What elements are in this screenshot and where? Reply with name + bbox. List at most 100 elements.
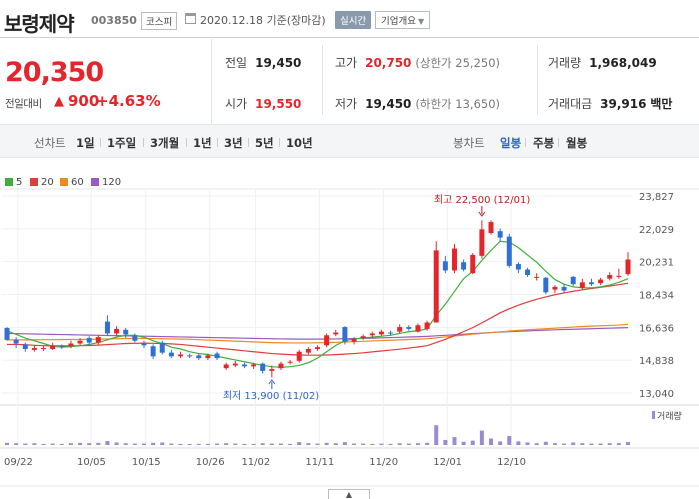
volume-bar [352,443,357,445]
stock-code: 003850 [91,14,137,27]
y-tick-label: 20,231 [639,258,674,269]
min-arrow-icon [268,379,276,385]
period-1y[interactable]: 1년 [193,136,212,150]
volume-bar [626,442,630,445]
period-3m[interactable]: 3개월 [150,136,180,150]
volume-bar [23,443,28,445]
candle-monthly[interactable]: 월봉 [566,136,588,150]
period-1d[interactable]: 1일 [76,136,95,150]
line-chart-label[interactable]: 선차트 [34,136,66,150]
candle-body [625,259,631,275]
candle-body [342,327,348,342]
stat-low: 저가 19,450 (하한가 13,650) [335,95,500,112]
volume-bar [269,443,274,445]
candle-body [77,340,83,344]
company-overview-button[interactable]: 기업개요 ▼ [375,11,431,29]
candle-body [333,332,339,335]
stat-value: 20,750 [365,56,412,70]
candle-body [296,351,302,361]
candle-weekly[interactable]: 주봉 [533,136,555,150]
prev-compare-label: 전일대비 [5,98,42,110]
volume-bar [525,442,530,445]
volume-bar [315,443,320,445]
volume-bar [123,443,128,445]
candle-body [470,254,476,274]
legend-swatch [30,178,38,186]
volume-bar [498,441,503,445]
period-3y[interactable]: 3년 [224,136,243,150]
volume-bar [87,443,92,445]
volume-bar [461,441,466,445]
volume-bar [78,442,83,445]
candle-body [588,282,594,285]
volume-bar [187,443,192,445]
candle-body [424,322,430,329]
volume-bar [516,441,521,445]
up-arrow-icon: ▲ [54,94,64,109]
stat-open: 시가 19,550 [225,95,301,112]
period-toolbar: 선차트 1일 1주일 3개월 1년 3년 5년 10년 봉차트 일봉 주봉 월봉 [0,124,699,158]
candle-body [433,250,439,323]
max-price-label: 최고 22,500 (12/01) [434,194,530,206]
period-10y[interactable]: 10년 [286,136,313,150]
candle-body [241,364,247,367]
candle-body [525,269,531,276]
stat-label: 시가 [225,97,248,111]
divider [558,138,559,147]
legend-label: 5 [16,177,23,188]
legend-ma60: 60 [60,177,84,188]
max-arrow-icon [478,211,486,217]
stat-volume: 거래량 1,968,049 [548,54,657,71]
candle-body [123,329,129,335]
volume-bar [260,443,265,445]
stat-value: 39,916 [600,97,647,111]
volume-bar [278,443,283,445]
volume-bar [333,443,338,445]
candle-body [479,229,485,256]
candle-body [187,355,193,357]
stat-value: 19,450 [365,97,412,111]
period-5y[interactable]: 5년 [255,136,274,150]
chevron-down-icon: ▼ [417,17,425,26]
volume-bar [41,443,46,445]
legend-swatch [91,178,99,186]
candle-body [506,236,512,266]
candle-chart-label[interactable]: 봉차트 [453,136,485,150]
candle-body [232,363,238,366]
volume-bar [489,438,494,445]
volume-bar [406,443,411,445]
volume-bar [306,443,311,445]
expand-toggle[interactable]: ▲ [328,489,370,499]
candle-body [214,353,220,359]
candle-body [104,321,110,334]
volume-bar [616,443,621,445]
candle-body [552,286,558,290]
y-tick-label: 13,040 [639,389,674,400]
candle-body [369,333,375,336]
candle-body [114,328,120,334]
stock-name: 보령제약 [4,12,75,36]
x-tick-label: 10/26 [196,457,225,468]
candle-body [451,248,457,271]
y-tick-label: 18,434 [639,291,674,302]
candle-body [406,327,412,329]
stats-panel: 전일 19,450 시가 19,550 고가 20,750 (상한가 25,250) 저… [213,39,699,124]
moving-average-ma20 [7,282,629,356]
candle-body [598,279,604,284]
volume-bar [114,442,119,445]
candle-body [488,222,494,234]
volume-bar [132,443,137,445]
stat-label: 고가 [335,56,358,70]
legend-swatch [60,178,68,186]
company-overview-label: 기업개요 [381,16,416,27]
upper-limit: (상한가 25,250) [415,56,501,70]
legend-ma20: 20 [30,177,54,188]
candle-body [397,327,403,332]
realtime-button[interactable]: 실시간 [335,11,372,29]
candle-body [534,276,540,278]
period-1w[interactable]: 1주일 [107,136,137,150]
candle-body [150,346,156,357]
candle-daily[interactable]: 일봉 [500,136,522,150]
volume-bar [233,443,238,445]
moving-average-ma120 [6,327,629,340]
